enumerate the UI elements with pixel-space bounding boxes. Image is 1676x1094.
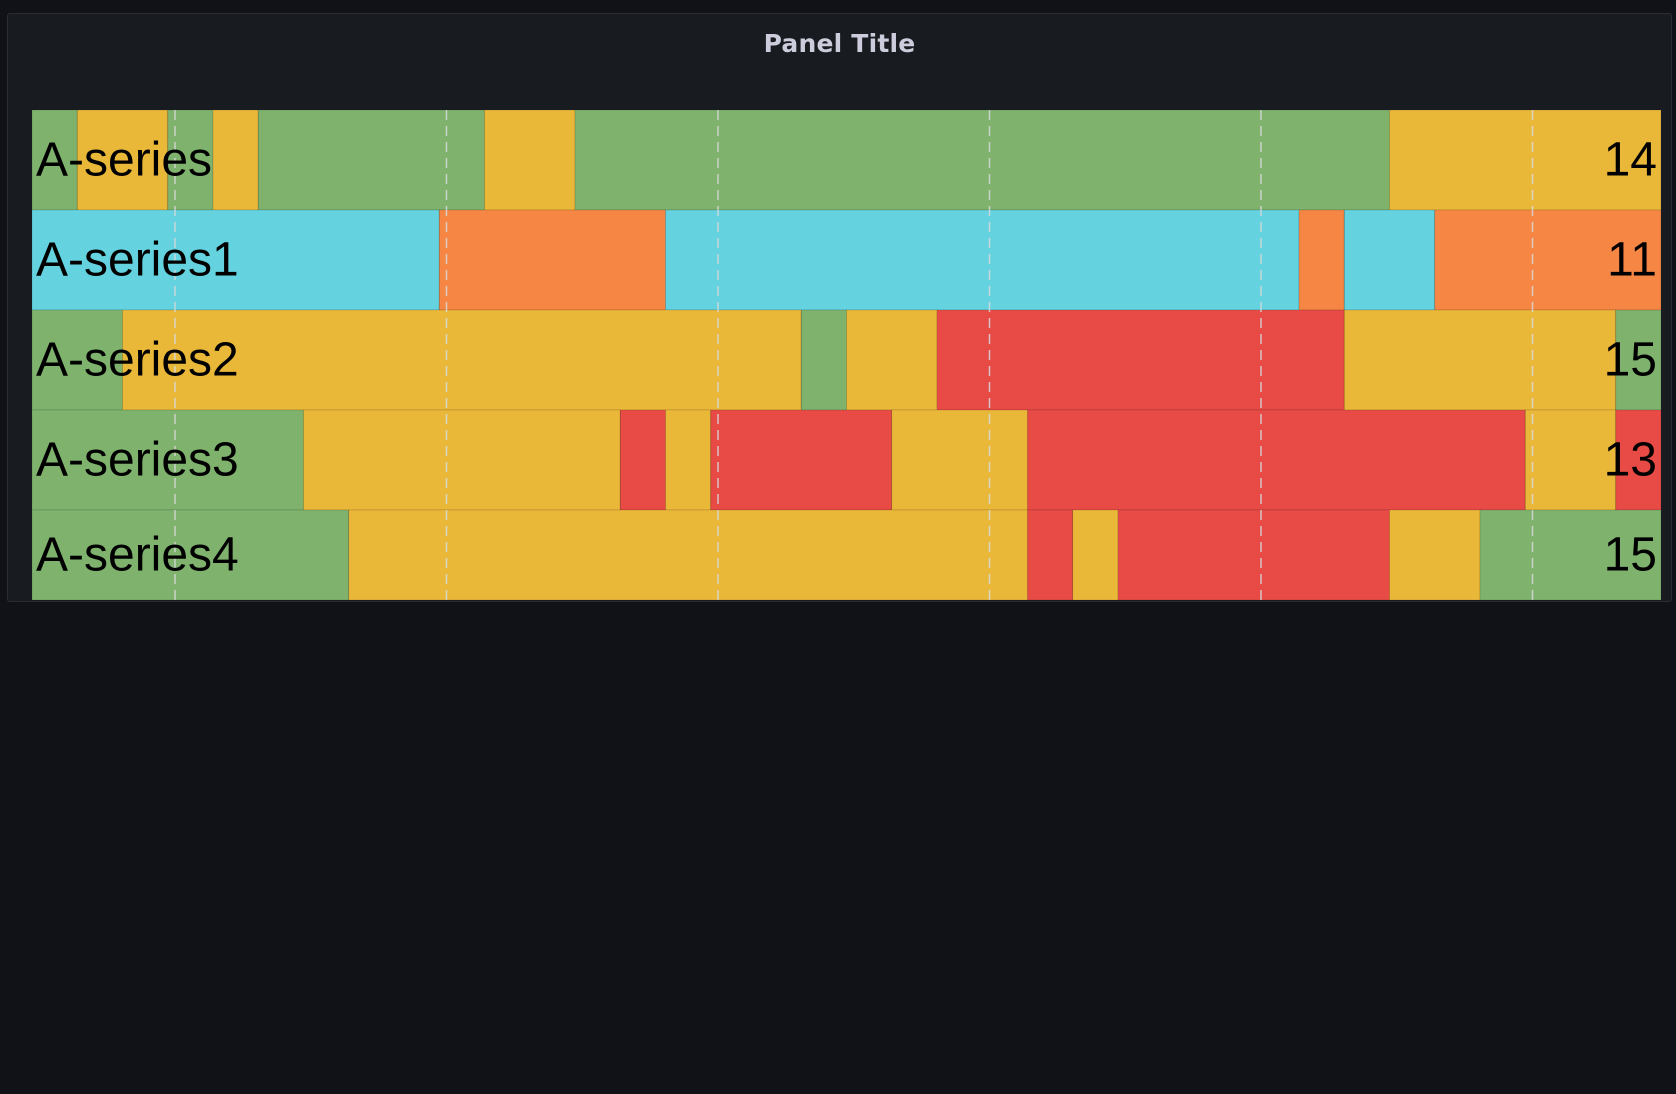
- series-name-label: A-series2: [36, 334, 239, 387]
- state-segment[interactable]: [574, 110, 1390, 211]
- state-segment[interactable]: [665, 209, 1300, 311]
- series-row: [32, 309, 1661, 411]
- state-segment[interactable]: [1343, 309, 1617, 411]
- state-segment[interactable]: [800, 309, 847, 411]
- state-segment[interactable]: [1027, 509, 1074, 600]
- state-segment[interactable]: [710, 409, 893, 511]
- state-segment[interactable]: [438, 209, 666, 311]
- series-row: [32, 509, 1661, 600]
- state-segment[interactable]: [936, 309, 1345, 411]
- state-timeline-chart: A-series 14 A-series1 11 A-series2 15 A-series…: [32, 110, 1661, 600]
- state-segment[interactable]: [212, 110, 259, 211]
- state-segment[interactable]: [665, 409, 712, 511]
- state-segment[interactable]: [1072, 509, 1119, 600]
- state-segment[interactable]: [846, 309, 938, 411]
- state-segment[interactable]: [76, 110, 169, 211]
- timeline-panel: Panel Title A-series 14 A-series1 11 A-serie…: [7, 13, 1672, 602]
- state-segment[interactable]: [1117, 509, 1390, 600]
- state-segment[interactable]: [122, 309, 802, 411]
- state-segment[interactable]: [1615, 309, 1661, 411]
- state-segment[interactable]: [1027, 409, 1526, 511]
- state-segment[interactable]: [1389, 110, 1662, 211]
- series-name-label: A-series3: [36, 434, 239, 487]
- state-segment[interactable]: [891, 409, 1028, 511]
- series-row: [32, 110, 1662, 211]
- series-row: [32, 209, 1661, 311]
- state-segment[interactable]: [1298, 209, 1345, 311]
- series-value-label: 11: [1607, 234, 1657, 287]
- series-name-label: A-series4: [36, 529, 239, 582]
- state-segment[interactable]: [1389, 509, 1481, 600]
- series-value-label: 13: [1604, 434, 1657, 487]
- state-segment[interactable]: [484, 110, 576, 211]
- state-segment[interactable]: [303, 409, 621, 511]
- series-name-label: A-series: [36, 134, 212, 187]
- series-value-label: 14: [1604, 134, 1657, 187]
- series-value-label: 15: [1604, 529, 1657, 582]
- state-segment[interactable]: [1479, 509, 1661, 600]
- state-segment[interactable]: [1524, 409, 1617, 511]
- series-value-label: 15: [1604, 334, 1657, 387]
- panel-title[interactable]: Panel Title: [763, 29, 916, 58]
- state-segment[interactable]: [1343, 209, 1436, 311]
- state-segment[interactable]: [257, 110, 485, 211]
- state-segment[interactable]: [1615, 409, 1661, 511]
- state-segment[interactable]: [619, 409, 666, 511]
- series-name-label: A-series1: [36, 234, 239, 287]
- state-segment[interactable]: [348, 509, 1028, 600]
- state-segment[interactable]: [1434, 209, 1661, 311]
- state-segment[interactable]: [32, 209, 440, 311]
- series-row: [32, 409, 1661, 511]
- state-segment[interactable]: [32, 309, 123, 411]
